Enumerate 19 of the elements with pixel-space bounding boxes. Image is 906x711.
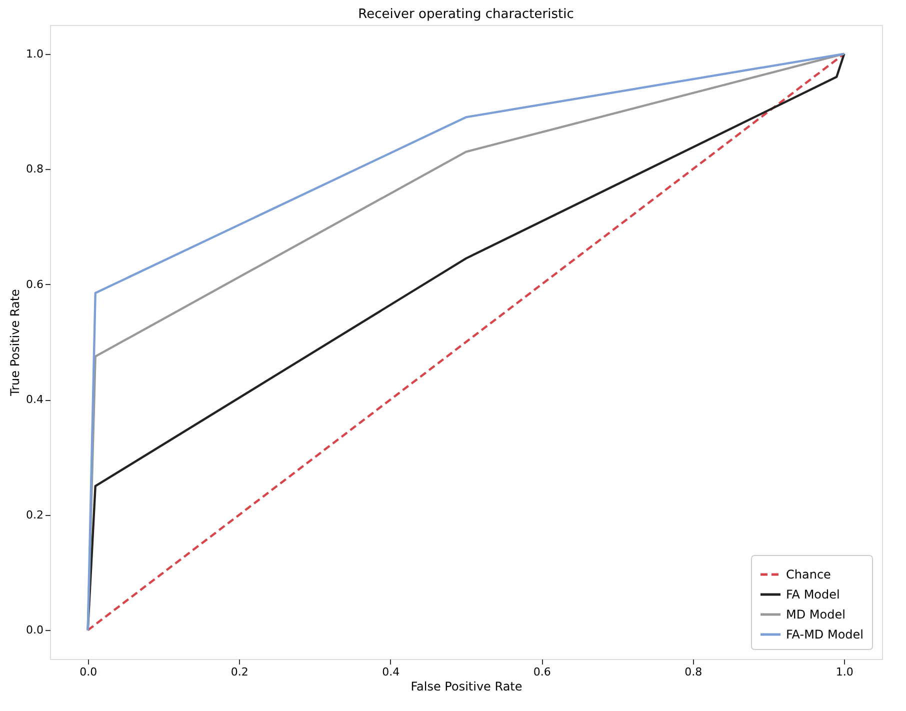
y-tick-label: 1.0 — [26, 47, 44, 60]
legend-label: FA Model — [786, 588, 840, 602]
y-tick-label: 0.4 — [26, 393, 44, 406]
legend-label: FA-MD Model — [786, 628, 864, 642]
y-tick-label: 0.6 — [26, 278, 44, 291]
chart-title: Receiver operating characteristic — [358, 7, 574, 22]
x-tick-label: 0.4 — [382, 666, 400, 678]
x-tick-label: 0.0 — [80, 666, 98, 678]
legend-label: Chance — [786, 568, 831, 582]
y-tick-label: 0.8 — [26, 162, 44, 176]
y-tick-label: 0.2 — [26, 508, 44, 522]
legend-label: MD Model — [786, 608, 846, 622]
y-axis-title: True Positive Rate — [8, 289, 22, 397]
x-axis-title: False Positive Rate — [410, 680, 522, 694]
x-tick-label: 0.2 — [230, 666, 248, 678]
x-tick-label: 1.0 — [836, 666, 854, 678]
y-tick-label: 0.0 — [26, 624, 44, 637]
x-tick-label: 0.8 — [684, 666, 702, 678]
x-tick-label: 0.6 — [533, 666, 551, 678]
